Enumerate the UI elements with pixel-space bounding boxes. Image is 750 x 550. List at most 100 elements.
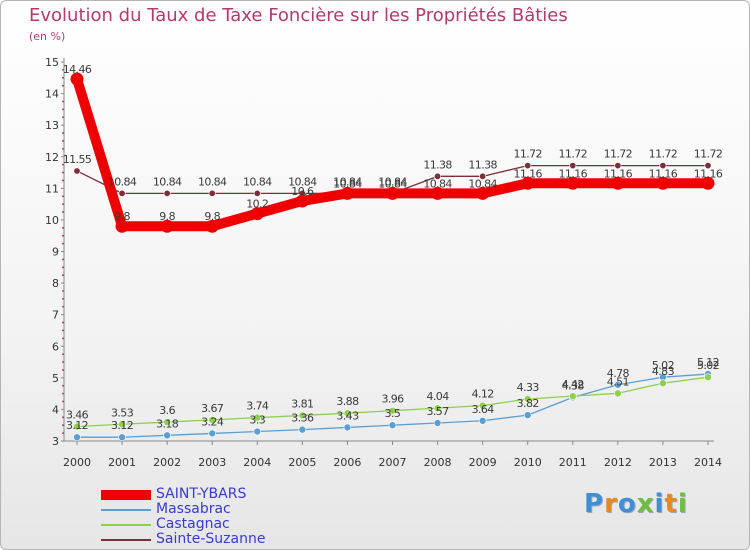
y-minor-tick: [62, 321, 64, 324]
series-point-0: [521, 176, 535, 190]
series-point-0: [701, 176, 715, 190]
series-point-3: [524, 162, 532, 170]
data-label-2: 3.88: [336, 395, 359, 408]
data-label-1: 3.57: [427, 405, 450, 418]
series-point-1: [523, 411, 532, 419]
data-label-1: 3.43: [336, 409, 359, 422]
data-label-3: 11.72: [649, 148, 678, 161]
logo-letter: P: [584, 489, 605, 519]
data-label-1: 4.38: [562, 379, 585, 392]
data-label-2: 4.33: [517, 381, 540, 394]
y-minor-tick: [62, 290, 64, 292]
data-label-2: 3.6: [159, 404, 175, 417]
data-label-1: 3.12: [66, 419, 88, 432]
x-tick-label: 2006: [333, 456, 361, 469]
data-label-1: 3.18: [156, 417, 179, 430]
data-label-0: 10.84: [378, 177, 407, 190]
series-point-0: [566, 176, 580, 190]
x-tick-label: 2013: [649, 456, 677, 469]
x-tick-label: 2014: [694, 456, 722, 469]
data-label-2: 4.12: [472, 388, 494, 401]
y-tick-label: 11: [45, 182, 59, 195]
series-point-0: [160, 219, 174, 233]
y-minor-tick: [62, 195, 64, 198]
data-label-3: 11.72: [513, 148, 542, 161]
x-tick-label: 2001: [108, 456, 136, 469]
x-tick-label: 2000: [63, 456, 91, 469]
data-label-1: 3.36: [291, 412, 314, 425]
data-label-0: 9.8: [114, 210, 130, 223]
y-minor-tick: [62, 116, 64, 119]
data-label-2: 4.04: [427, 390, 450, 403]
data-label-3: 11.72: [694, 148, 723, 161]
series-point-3: [704, 162, 712, 170]
y-minor-tick: [62, 226, 64, 229]
legend-swatch-castagnac: [101, 523, 151, 526]
series-point-2: [388, 406, 397, 415]
data-label-0: 11.16: [559, 167, 588, 180]
series-point-1: [118, 433, 126, 442]
y-minor-tick: [62, 266, 64, 269]
logo-letter: i: [654, 489, 665, 519]
data-label-3: 10.84: [108, 175, 137, 188]
x-tick-label: 2005: [288, 456, 316, 469]
series-point-1: [343, 423, 352, 432]
data-label-1: 3.3: [249, 414, 265, 427]
data-label-2: 3.96: [381, 393, 404, 406]
x-tick-label: 2007: [379, 456, 407, 469]
series-point-0: [611, 176, 625, 190]
y-minor-tick: [62, 140, 64, 142]
y-tick-label: 6: [52, 340, 59, 353]
y-minor-tick: [62, 361, 64, 363]
series-point-2: [208, 416, 217, 424]
y-minor-tick: [62, 234, 64, 237]
y-tick-label: 3: [52, 435, 59, 448]
y-minor-tick: [62, 84, 64, 87]
series-point-2: [73, 422, 81, 431]
legend-swatch-massabrac: [101, 508, 151, 511]
data-label-0: 10.84: [333, 177, 362, 190]
data-label-2: 5.02: [697, 359, 719, 372]
data-label-3: 11.38: [468, 158, 497, 171]
logo-letter: o: [617, 489, 637, 519]
series-point-0: [70, 72, 84, 86]
data-label-1: 3.64: [472, 403, 495, 416]
chart-title: Evolution du Taux de Taxe Foncière sur l…: [29, 5, 568, 26]
data-label-3: 10.84: [333, 175, 362, 188]
y-minor-tick: [62, 132, 64, 134]
x-tick-label: 2011: [559, 456, 587, 469]
data-label-1: 5.02: [652, 359, 674, 372]
series-point-3: [479, 172, 487, 180]
y-minor-tick: [62, 353, 64, 356]
y-minor-tick: [62, 258, 64, 261]
data-label-1: 3.5: [385, 407, 401, 420]
data-label-2: 4.51: [607, 375, 629, 388]
series-point-3: [208, 189, 216, 197]
series-point-3: [163, 189, 171, 197]
y-tick-label: 15: [45, 56, 59, 69]
x-tick-label: 2004: [243, 456, 271, 469]
series-point-2: [253, 413, 262, 422]
data-label-0: 11.16: [604, 167, 633, 180]
series-point-1: [388, 421, 397, 430]
data-label-0: 11.16: [694, 167, 723, 180]
series-point-0: [205, 219, 219, 233]
series-point-1: [73, 433, 81, 442]
data-label-0: 11.16: [513, 167, 542, 180]
data-label-2: 4.83: [652, 365, 675, 378]
y-minor-tick: [62, 392, 64, 395]
data-label-2: 3.46: [66, 408, 89, 421]
y-minor-tick: [62, 100, 64, 103]
y-minor-tick: [62, 68, 64, 71]
series-point-2: [478, 401, 487, 410]
y-tick-label: 9: [52, 246, 59, 259]
series-point-0: [115, 219, 129, 233]
y-minor-tick: [62, 163, 64, 166]
data-label-3: 10.84: [198, 175, 227, 188]
series-point-1: [478, 416, 487, 425]
data-label-1: 5.12: [697, 356, 719, 369]
y-minor-tick: [62, 337, 64, 340]
y-minor-tick: [62, 242, 64, 245]
y-minor-tick: [62, 179, 64, 182]
y-minor-tick: [62, 76, 64, 79]
